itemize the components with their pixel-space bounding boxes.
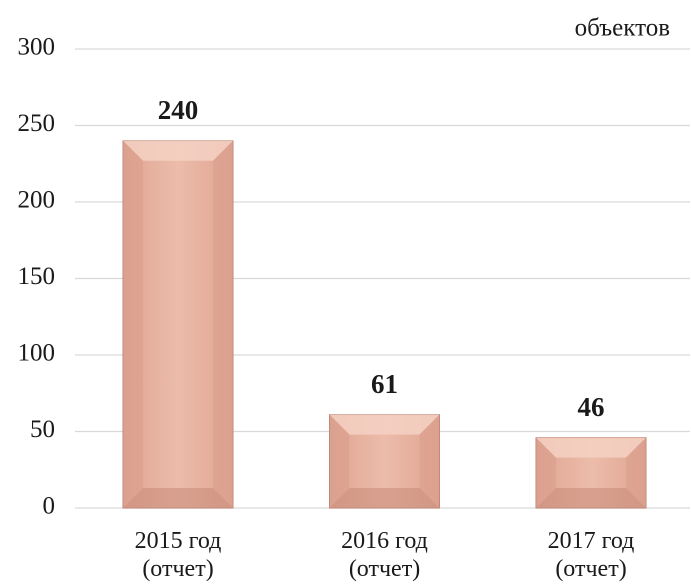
data-label: 46: [578, 392, 605, 422]
y-tick-label: 250: [18, 110, 56, 137]
bar-bevel: [536, 437, 556, 508]
y-tick-label: 0: [43, 493, 56, 520]
bar-bevel: [536, 437, 646, 458]
bar-bevel: [123, 140, 143, 509]
bar-bevel: [536, 488, 646, 508]
bar-bevel: [213, 140, 233, 509]
bar-bevel: [419, 414, 440, 508]
y-tick-label: 50: [30, 416, 55, 443]
bar-bevel: [329, 488, 440, 508]
x-tick-label: 2017 год (отчет): [547, 528, 635, 582]
y-tick-label: 150: [18, 263, 56, 290]
data-label: 61: [371, 369, 398, 399]
bar-bevel: [626, 437, 646, 508]
y-tick-label: 200: [18, 187, 56, 214]
x-tick-label: 2016 год (отчет): [341, 528, 428, 582]
y-tick-label: 300: [18, 34, 56, 61]
unit-label: объектов: [575, 15, 670, 42]
data-label: 240: [158, 95, 199, 125]
bar-bevel: [123, 140, 233, 161]
y-tick-label: 100: [18, 340, 56, 367]
bar-bevel: [329, 414, 350, 508]
bar-bevel: [329, 414, 440, 435]
bar-bevel: [123, 488, 233, 508]
x-tick-label: 2015 год (отчет): [134, 528, 222, 582]
